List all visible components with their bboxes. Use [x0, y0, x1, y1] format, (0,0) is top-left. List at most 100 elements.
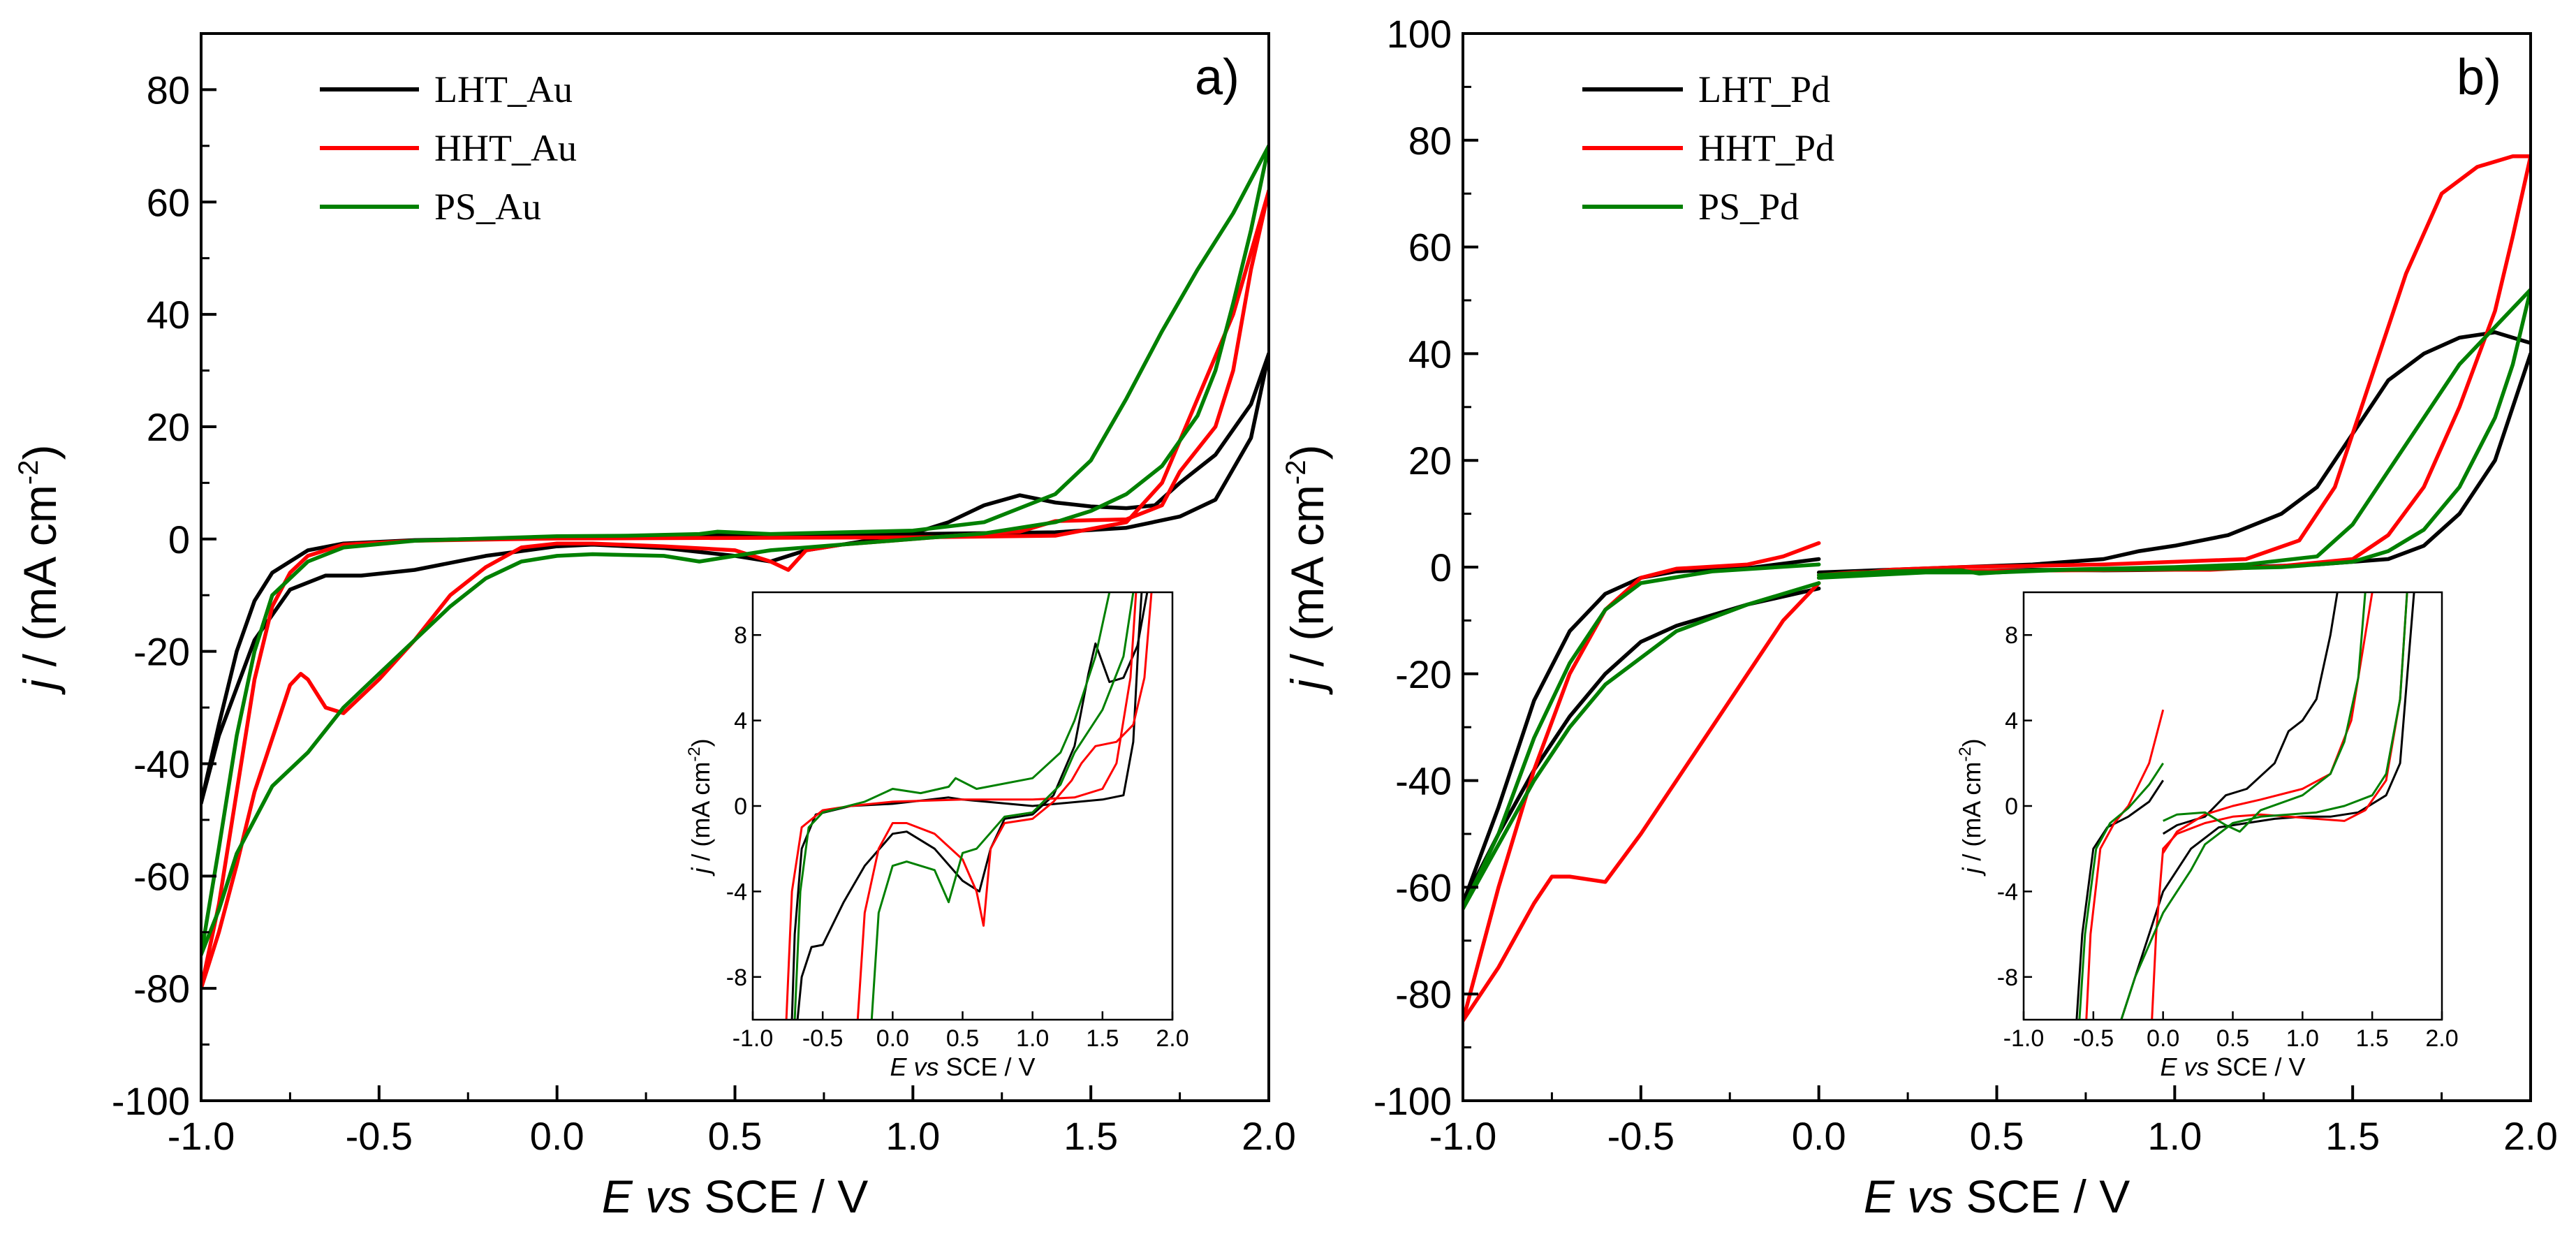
- inset-x-tick-label: 1.5: [1086, 1025, 1119, 1052]
- series-line-LHT_Pd-2: [1816, 330, 2531, 575]
- inset-x-tick-label: -1.0: [2003, 1025, 2045, 1052]
- x-tick-label: 0.5: [1970, 1114, 2024, 1158]
- inset-y-axis-label: j / (mA cm-2): [1956, 738, 1986, 877]
- x-tick-label: -0.5: [346, 1114, 413, 1158]
- y-tick-label: -20: [133, 630, 190, 674]
- legend: LHT_Au HHT_Au PS_Au: [320, 68, 577, 228]
- inset-x-tick-label: -0.5: [802, 1025, 844, 1052]
- series-group: [1463, 154, 2531, 1023]
- inset-x-axis-label: E vs SCE / V: [2160, 1053, 2305, 1081]
- y-axis-label-sup: -2: [13, 460, 44, 485]
- inset-y-axis-label-sup: -2: [1956, 747, 1975, 761]
- y-tick-label: -40: [1395, 759, 1452, 803]
- y-tick-label: 60: [147, 180, 190, 224]
- y-axis-label-j: j: [1281, 677, 1333, 695]
- panel-label: b): [2457, 50, 2501, 105]
- inset-series-group: [785, 592, 1153, 1020]
- inset-series-line-PS_Pd-0: [2078, 762, 2164, 1020]
- inset-x-tick-label: 2.0: [2425, 1025, 2458, 1052]
- y-axis-label-j: j: [14, 677, 66, 695]
- inset-y-axis-label: j / (mA cm-2): [685, 738, 715, 877]
- inset-series-line-HHT_Au-1: [856, 592, 1153, 1020]
- inset-series-line-PS_Au-0: [793, 592, 1111, 1020]
- inset-x-tick-label: 1.0: [2286, 1025, 2319, 1052]
- inset-x-tick-label: 0.0: [876, 1025, 909, 1052]
- series-line-LHT_Pd-0: [1463, 557, 1821, 906]
- x-axis-label: E vs SCE / V: [602, 1171, 868, 1222]
- inset-x-axis-label: E vs SCE / V: [890, 1053, 1035, 1081]
- series-line-HHT_Au-1: [201, 189, 1269, 990]
- panel-b: -1.0 -0.5 0.0 0.5 1.0 1.5 2.0-100-80-60-40-200…: [1281, 12, 2558, 1222]
- y-tick-label: -80: [1395, 972, 1452, 1016]
- inset-y-tick-label: -4: [726, 879, 747, 905]
- x-tick-label: 0.0: [1792, 1114, 1846, 1158]
- series-group: [201, 144, 1269, 990]
- series-line-HHT_Pd-1: [1463, 541, 1821, 1023]
- inset-x-tick-label: 0.5: [2216, 1025, 2249, 1052]
- x-tick-label: 2.0: [1242, 1114, 1296, 1158]
- y-tick-label: 20: [1408, 439, 1452, 483]
- legend-label-HHT_Pd: HHT_Pd: [1698, 127, 1834, 169]
- y-tick-label: 60: [1408, 226, 1452, 270]
- y-axis-label-end: ): [1281, 445, 1333, 460]
- x-tick-label: -1.0: [168, 1114, 235, 1158]
- y-tick-label: 0: [168, 518, 190, 562]
- y-tick-label: 80: [147, 68, 190, 112]
- series-line-PS_Au-0: [201, 144, 1269, 957]
- inset-y-tick-label: 4: [734, 708, 747, 735]
- inset-series-line-LHT_Pd-2: [2120, 592, 2415, 1020]
- y-axis-label-text: / (mA cm: [1281, 485, 1333, 680]
- inset-x-tick-label: 1.5: [2356, 1025, 2389, 1052]
- x-tick-label: 1.5: [2325, 1114, 2380, 1158]
- inset-x-tick-label: -1.0: [733, 1025, 774, 1052]
- inset-x-axis-label-rest: SCE / V: [2209, 1053, 2305, 1081]
- inset-x-axis-label-italic: E vs: [2160, 1053, 2209, 1081]
- inset-y-tick-label: 8: [734, 622, 747, 649]
- inset-series-line-PS_Au-1: [870, 592, 1135, 1020]
- y-tick-label: -80: [133, 967, 190, 1011]
- y-tick-label: -100: [1374, 1079, 1452, 1123]
- inset-y-axis-label-j: j: [1957, 867, 1986, 877]
- x-tick-label: -1.0: [1429, 1114, 1497, 1158]
- series-line-HHT_Pd-0: [1463, 581, 1821, 1023]
- x-tick-label: 0.0: [530, 1114, 584, 1158]
- y-axis-label-text: / (mA cm: [14, 485, 66, 680]
- series-line-HHT_Pd-3: [1816, 154, 2531, 578]
- inset-y-tick-label: -8: [1997, 965, 2018, 991]
- inset-series-line-PS_Pd-1: [2163, 592, 2367, 833]
- y-tick-label: -40: [133, 742, 190, 786]
- inset-y-tick-label: 4: [2005, 708, 2018, 735]
- panel-a: -1.0 -0.5 0.0 0.5 1.0 1.5 2.0-100-80-60-40-200…: [13, 32, 1296, 1222]
- x-axis-label-rest: SCE / V: [1953, 1171, 2130, 1222]
- x-axis-label-italic: E vs: [1864, 1171, 1953, 1222]
- y-tick-label: 0: [1430, 545, 1452, 589]
- y-tick-label: 40: [1408, 332, 1452, 376]
- y-axis-label: j / (mA cm-2): [13, 445, 66, 696]
- inset-y-axis-label-j: j: [686, 867, 715, 877]
- series-line-PS_Pd-2: [1816, 287, 2531, 578]
- inset-y-axis-label-text: / (mA cm: [1957, 762, 1986, 868]
- inset-b: -1.0 -0.5 0.0 0.5 1.0 1.5 2.0 -8 -4 0 4 8 E vs SCE /…: [1956, 591, 2459, 1081]
- x-tick-label: 1.0: [885, 1114, 940, 1158]
- inset-a: -1.0 -0.5 0.0 0.5 1.0 1.5 2.0 -8 -4 0 4 8 E vs SCE /…: [685, 591, 1189, 1081]
- series-line-PS_Au-1: [201, 144, 1269, 957]
- x-tick-label: 0.5: [708, 1114, 763, 1158]
- inset-x-tick-label: 2.0: [1156, 1025, 1188, 1052]
- panel-label: a): [1195, 50, 1239, 105]
- y-axis-label-sup: -2: [1281, 460, 1311, 485]
- legend-label-PS_Au: PS_Au: [434, 186, 541, 228]
- inset-y-axis-label-end: ): [1957, 738, 1986, 747]
- inset-series-group: [2075, 592, 2415, 1020]
- y-tick-label: -20: [1395, 652, 1452, 696]
- inset-series-line-PS_Pd-2: [2120, 592, 2408, 1020]
- inset-y-tick-label: 0: [2005, 793, 2018, 820]
- legend-label-HHT_Au: HHT_Au: [434, 127, 577, 169]
- series-line-HHT_Pd-2: [1816, 154, 2531, 580]
- series-line-LHT_Pd-1: [1463, 586, 1821, 906]
- y-tick-label: -60: [133, 854, 190, 898]
- x-axis-label: E vs SCE / V: [1864, 1171, 2130, 1222]
- inset-background: [753, 592, 1172, 1020]
- y-tick-label: 100: [1387, 12, 1452, 56]
- inset-x-tick-label: 0.0: [2147, 1025, 2179, 1052]
